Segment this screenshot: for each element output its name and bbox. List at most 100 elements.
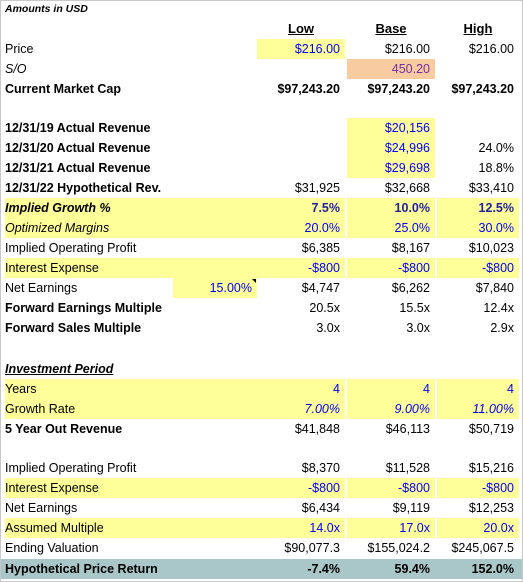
cell-rev20-base[interactable]: $24,996	[347, 138, 435, 158]
cell-interest-2-high[interactable]: -$800	[437, 478, 519, 498]
cell-market-cap-base[interactable]: $97,243.20	[367, 82, 430, 96]
cell-implied-growth-low[interactable]: 7.5%	[257, 198, 345, 218]
cell-net-earnings-high[interactable]: $7,840	[475, 281, 514, 295]
cell-net-earnings-low[interactable]: $4,747	[301, 281, 340, 295]
label-ending-val: Ending Valuation	[5, 541, 99, 555]
cell-years-high[interactable]: 4	[437, 379, 519, 399]
label-market-cap: Current Market Cap	[5, 82, 121, 96]
cell-assumed-mult-high[interactable]: 20.0x	[437, 518, 519, 538]
row-impl-op-profit-2: Implied Operating Profit $8,370 $11,528 …	[1, 458, 522, 478]
cell-interest-low[interactable]: -$800	[257, 258, 345, 278]
label-rev19: 12/31/19 Actual Revenue	[5, 121, 151, 135]
title-row: Amounts in USD	[1, 1, 522, 19]
label-assumed-mult: Assumed Multiple	[5, 518, 257, 538]
label-hyp-return: Hypothetical Price Return	[5, 562, 158, 576]
cell-hyp-return-high[interactable]: 152.0%	[471, 562, 514, 576]
cell-implied-growth-base[interactable]: 10.0%	[347, 198, 435, 218]
label-impl-op-profit: Implied Operating Profit	[5, 241, 137, 255]
row-fwd-sales-mult: Forward Sales Multiple 3.0x 3.0x 2.9x	[1, 318, 522, 338]
row-price: Price $216.00 $216.00 $216.00	[1, 39, 522, 59]
cell-hyp-return-base[interactable]: 59.4%	[394, 562, 430, 576]
label-rev22: 12/31/22 Hypothetical Rev.	[5, 181, 162, 195]
cell-opt-margins-base[interactable]: 25.0%	[347, 218, 435, 238]
cell-growth-rate-high[interactable]: 11.00%	[437, 399, 519, 419]
cell-ending-val-high[interactable]: $245,067.5	[451, 541, 514, 555]
cell-impl-op-profit-low[interactable]: $6,385	[301, 241, 340, 255]
cell-rev22-low[interactable]: $31,925	[294, 181, 340, 195]
cell-five-year-rev-low[interactable]: $41,848	[294, 422, 340, 436]
cell-years-base[interactable]: 4	[347, 379, 435, 399]
label-impl-op-profit-2: Implied Operating Profit	[5, 461, 137, 475]
cell-implied-growth-high[interactable]: 12.5%	[437, 198, 519, 218]
cell-rev21-high[interactable]: 18.8%	[478, 161, 514, 175]
cell-fwd-earn-mult-low[interactable]: 20.5x	[309, 301, 340, 315]
cell-rev22-high[interactable]: $33,410	[468, 181, 514, 195]
label-interest-2: Interest Expense	[5, 478, 257, 498]
cell-rev21-base[interactable]: $29,698	[347, 158, 435, 178]
cell-impl-op-profit-2-base[interactable]: $11,528	[385, 461, 430, 475]
cell-fwd-sales-mult-high[interactable]: 2.9x	[490, 321, 514, 335]
row-interest-2: Interest Expense -$800 -$800 -$800	[1, 478, 522, 498]
cell-five-year-rev-base[interactable]: $46,113	[385, 422, 430, 436]
cell-interest-high[interactable]: -$800	[437, 258, 519, 278]
cell-five-year-rev-high[interactable]: $50,719	[468, 422, 514, 436]
label-rev21: 12/31/21 Actual Revenue	[5, 161, 151, 175]
label-opt-margins: Optimized Margins	[5, 218, 257, 238]
cell-net-earnings-base[interactable]: $6,262	[391, 281, 430, 295]
cell-fwd-sales-mult-base[interactable]: 3.0x	[406, 321, 430, 335]
cell-assumed-mult-base[interactable]: 17.0x	[347, 518, 435, 538]
cell-hyp-return-low[interactable]: -7.4%	[307, 562, 340, 576]
cell-net-earnings-2-high[interactable]: $12,253	[468, 501, 514, 515]
cell-impl-op-profit-high[interactable]: $10,023	[468, 241, 514, 255]
cell-growth-rate-base[interactable]: 9.00%	[347, 399, 435, 419]
row-hyp-return: Hypothetical Price Return -7.4% 59.4% 15…	[1, 559, 522, 579]
cell-interest-2-base[interactable]: -$800	[347, 478, 435, 498]
cell-so-base[interactable]: 450.20	[347, 59, 435, 79]
label-so: S/O	[5, 62, 27, 76]
cell-fwd-earn-mult-high[interactable]: 12.4x	[483, 301, 514, 315]
cell-net-earnings-2-low[interactable]: $6,434	[301, 501, 340, 515]
cell-market-cap-low[interactable]: $97,243.20	[277, 82, 340, 96]
label-fwd-sales-mult: Forward Sales Multiple	[5, 321, 142, 335]
cell-opt-margins-high[interactable]: 30.0%	[437, 218, 519, 238]
row-market-cap: Current Market Cap $97,243.20 $97,243.20…	[1, 79, 522, 99]
header-low: Low	[288, 21, 314, 36]
cell-rev20-high[interactable]: 24.0%	[478, 141, 514, 155]
cell-fwd-sales-mult-low[interactable]: 3.0x	[316, 321, 340, 335]
comment-marker-icon	[252, 279, 256, 283]
cell-impl-op-profit-2-low[interactable]: $8,370	[301, 461, 340, 475]
row-assumed-mult: Assumed Multiple 14.0x 17.0x 20.0x	[1, 518, 522, 538]
label-net-earnings: Net Earnings	[5, 281, 78, 295]
cell-price-base[interactable]: $216.00	[384, 42, 430, 56]
label-fwd-earn-mult: Forward Earnings Multiple	[5, 301, 162, 315]
cell-opt-margins-low[interactable]: 20.0%	[257, 218, 345, 238]
cell-tax-rate[interactable]: 15.00%	[173, 278, 257, 298]
cell-assumed-mult-low[interactable]: 14.0x	[257, 518, 345, 538]
cell-price-high[interactable]: $216.00	[468, 42, 514, 56]
row-net-earnings-2: Net Earnings $6,434 $9,119 $12,253	[1, 498, 522, 518]
section-investment-period: Investment Period	[5, 362, 114, 376]
cell-ending-val-base[interactable]: $155,024.2	[367, 541, 430, 555]
row-years: Years 4 4 4	[1, 379, 522, 399]
cell-interest-2-low[interactable]: -$800	[257, 478, 345, 498]
row-opt-margins: Optimized Margins 20.0% 25.0% 30.0%	[1, 218, 522, 238]
cell-ending-val-low[interactable]: $90,077.3	[284, 541, 340, 555]
cell-rev19-base[interactable]: $20,156	[347, 118, 435, 138]
row-implied-growth: Implied Growth % 7.5% 10.0% 12.5%	[1, 198, 522, 218]
row-rev20: 12/31/20 Actual Revenue $24,996 24.0%	[1, 138, 522, 158]
cell-impl-op-profit-base[interactable]: $8,167	[391, 241, 430, 255]
cell-price-low[interactable]: $216.00	[257, 39, 345, 59]
header-row: Low Base High	[1, 19, 522, 39]
row-net-earnings: Net Earnings 15.00% $4,747 $6,262 $7,840	[1, 278, 522, 298]
cell-market-cap-high[interactable]: $97,243.20	[451, 82, 514, 96]
cell-fwd-earn-mult-base[interactable]: 15.5x	[399, 301, 430, 315]
cell-years-low[interactable]: 4	[257, 379, 345, 399]
cell-growth-rate-low[interactable]: 7.00%	[257, 399, 345, 419]
cell-interest-base[interactable]: -$800	[347, 258, 435, 278]
cell-rev22-base[interactable]: $32,668	[384, 181, 430, 195]
label-rev20: 12/31/20 Actual Revenue	[5, 141, 151, 155]
cell-net-earnings-2-base[interactable]: $9,119	[392, 501, 430, 515]
cell-impl-op-profit-2-high[interactable]: $15,216	[468, 461, 514, 475]
label-price: Price	[5, 42, 34, 56]
